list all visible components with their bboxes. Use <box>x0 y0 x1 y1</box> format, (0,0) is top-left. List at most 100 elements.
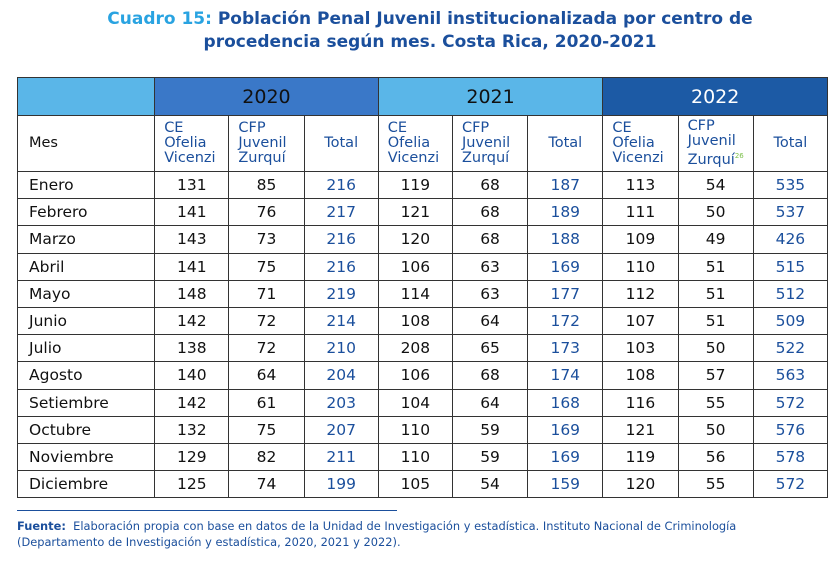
total-header: Total <box>303 115 379 172</box>
value-cell: 120 <box>377 225 453 254</box>
blank-header-cell <box>16 77 156 116</box>
title-line-1: Población Penal Juvenil institucionaliza… <box>217 9 753 29</box>
year-header-row: 2020 2021 2022 <box>16 77 828 116</box>
value-cell: 141 <box>154 198 230 227</box>
value-cell: 140 <box>154 361 230 390</box>
total-cell: 426 <box>752 225 829 254</box>
value-cell: 72 <box>228 334 305 363</box>
total-cell: 204 <box>303 361 379 390</box>
value-cell: 141 <box>154 252 230 281</box>
value-cell: 74 <box>228 470 305 499</box>
source-line-1: Elaboración propia con base en datos de … <box>73 519 737 533</box>
value-cell: 208 <box>377 334 453 363</box>
total-cell: 187 <box>527 170 604 200</box>
value-cell: 119 <box>602 442 679 472</box>
cfp-juvenil-zurqui-header: CFP Juvenil Zurquí <box>228 115 305 172</box>
value-cell: 120 <box>602 470 679 499</box>
year-header-2022: 2022 <box>602 77 828 116</box>
table-row: Abril 141 75 216 106 63 169 110 51 515 <box>16 252 829 281</box>
month-cell: Agosto <box>16 361 156 390</box>
value-cell: 114 <box>377 279 453 308</box>
value-cell: 132 <box>154 415 230 444</box>
total-cell: 216 <box>303 252 379 281</box>
value-cell: 112 <box>602 279 679 308</box>
total-header: Total <box>752 115 829 172</box>
value-cell: 55 <box>677 388 754 417</box>
total-cell: 217 <box>303 198 379 227</box>
value-cell: 107 <box>602 306 679 336</box>
ce-ofelia-vicenzi-header: CE Ofelia Vicenzi <box>602 115 679 172</box>
month-cell: Octubre <box>16 415 156 444</box>
value-cell: 109 <box>602 225 679 254</box>
value-cell: 82 <box>228 442 305 472</box>
value-cell: 121 <box>377 198 453 227</box>
month-cell: Junio <box>16 306 156 336</box>
total-cell: 214 <box>303 306 379 336</box>
value-cell: 68 <box>451 225 529 254</box>
value-cell: 113 <box>602 170 679 200</box>
value-cell: 108 <box>602 361 679 390</box>
value-cell: 50 <box>677 198 754 227</box>
table-number: Cuadro 15: <box>107 9 212 29</box>
total-cell: 188 <box>527 225 604 254</box>
value-cell: 72 <box>228 306 305 336</box>
total-cell: 199 <box>303 470 379 499</box>
source-label: Fuente: <box>17 519 66 533</box>
value-cell: 110 <box>602 252 679 281</box>
table-row: Junio 142 72 214 108 64 172 107 51 509 <box>16 306 829 336</box>
value-cell: 54 <box>677 170 754 200</box>
value-cell: 63 <box>451 279 529 308</box>
month-cell: Diciembre <box>16 470 156 499</box>
value-cell: 59 <box>451 442 529 472</box>
total-cell: 509 <box>752 306 829 336</box>
value-cell: 63 <box>451 252 529 281</box>
ce-ofelia-vicenzi-header: CE Ofelia Vicenzi <box>377 115 453 172</box>
table-row: Octubre 132 75 207 110 59 169 121 50 576 <box>16 415 829 444</box>
value-cell: 105 <box>377 470 453 499</box>
month-cell: Mayo <box>16 279 156 308</box>
value-cell: 116 <box>602 388 679 417</box>
total-cell: 578 <box>752 442 829 472</box>
title-line-2: procedencia según mes. Costa Rica, 2020-… <box>203 32 657 52</box>
total-cell: 173 <box>527 334 604 363</box>
total-cell: 172 <box>527 306 604 336</box>
total-cell: 169 <box>527 252 604 281</box>
value-cell: 57 <box>677 361 754 390</box>
total-cell: 576 <box>752 415 829 444</box>
value-cell: 64 <box>228 361 305 390</box>
population-table: 2020 2021 2022 Mes CE Ofelia Vicenzi CFP Ju… <box>16 77 829 499</box>
table-row: Mayo 148 71 219 114 63 177 112 51 512 <box>16 279 829 308</box>
total-cell: 189 <box>527 198 604 227</box>
value-cell: 51 <box>677 306 754 336</box>
source-divider <box>17 510 397 511</box>
value-cell: 121 <box>602 415 679 444</box>
value-cell: 76 <box>228 198 305 227</box>
value-cell: 73 <box>228 225 305 254</box>
table-row: Noviembre 129 82 211 110 59 169 119 56 578 <box>16 442 829 472</box>
total-cell: 572 <box>752 470 829 499</box>
value-cell: 119 <box>377 170 453 200</box>
source-line-2: (Departamento de Investigación y estadís… <box>17 535 401 549</box>
cfp-juvenil-zurqui-header: CFP Juvenil Zurquí <box>451 115 529 172</box>
value-cell: 111 <box>602 198 679 227</box>
value-cell: 106 <box>377 361 453 390</box>
value-cell: 51 <box>677 279 754 308</box>
table-row: Enero 131 85 216 119 68 187 113 54 535 <box>16 170 829 200</box>
table-row: Agosto 140 64 204 106 68 174 108 57 563 <box>16 361 829 390</box>
value-cell: 54 <box>451 470 529 499</box>
total-cell: 169 <box>527 442 604 472</box>
value-cell: 64 <box>451 306 529 336</box>
month-cell: Setiembre <box>16 388 156 417</box>
total-cell: 515 <box>752 252 829 281</box>
month-cell: Julio <box>16 334 156 363</box>
value-cell: 71 <box>228 279 305 308</box>
value-cell: 64 <box>451 388 529 417</box>
value-cell: 68 <box>451 198 529 227</box>
table-row: Setiembre 142 61 203 104 64 168 116 55 572 <box>16 388 829 417</box>
footnote-reference: 26 <box>734 152 744 161</box>
value-cell: 131 <box>154 170 230 200</box>
total-cell: 159 <box>527 470 604 499</box>
value-cell: 142 <box>154 306 230 336</box>
total-cell: 203 <box>303 388 379 417</box>
value-cell: 125 <box>154 470 230 499</box>
